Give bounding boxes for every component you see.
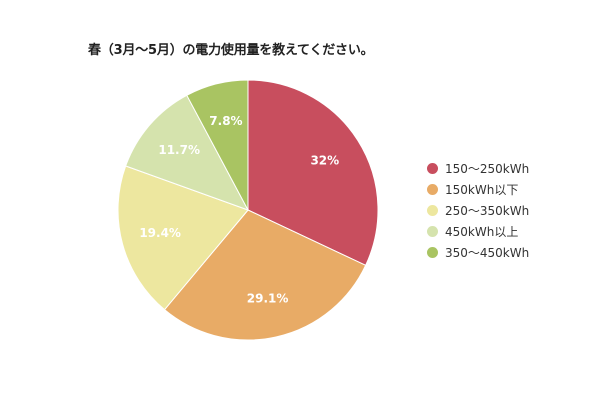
legend-swatch-4	[427, 247, 438, 258]
pie-slice-3	[125, 94, 250, 211]
pie-slice-0	[247, 79, 379, 267]
legend-label-3: 450kWh以上	[445, 225, 519, 239]
legend-label-0: 150～250kWh	[445, 162, 530, 176]
slice-value-label-2: 19.4%	[139, 226, 181, 240]
legend-label-4: 350～450kWh	[445, 246, 530, 260]
legend-swatch-1	[427, 184, 438, 195]
chart-title: 春（3月～5月）の電力使用量を教えてください。	[88, 43, 374, 58]
legend-swatch-3	[427, 226, 438, 237]
legend-label-1: 150kWh以下	[445, 183, 519, 197]
legend: 150～250kWh 150kWh以下 250～350kWh 450kWh以上 350～…	[427, 158, 529, 263]
legend-item-0: 150～250kWh	[427, 158, 529, 179]
slice-value-label-0: 32%	[310, 154, 339, 168]
legend-label-2: 250～350kWh	[445, 204, 530, 218]
pie-slice-2	[117, 165, 249, 311]
legend-item-3: 450kWh以上	[427, 221, 529, 242]
legend-swatch-2	[427, 205, 438, 216]
legend-item-1: 150kWh以下	[427, 179, 529, 200]
legend-item-4: 350～450kWh	[427, 242, 529, 263]
pie-slice-1	[163, 209, 367, 341]
legend-swatch-0	[427, 163, 438, 174]
slice-value-label-3: 11.7%	[158, 143, 200, 157]
pie-slice-4	[186, 79, 249, 211]
legend-item-2: 250～350kWh	[427, 200, 529, 221]
slice-value-label-4: 7.8%	[209, 114, 242, 128]
slice-value-label-1: 29.1%	[247, 291, 289, 305]
